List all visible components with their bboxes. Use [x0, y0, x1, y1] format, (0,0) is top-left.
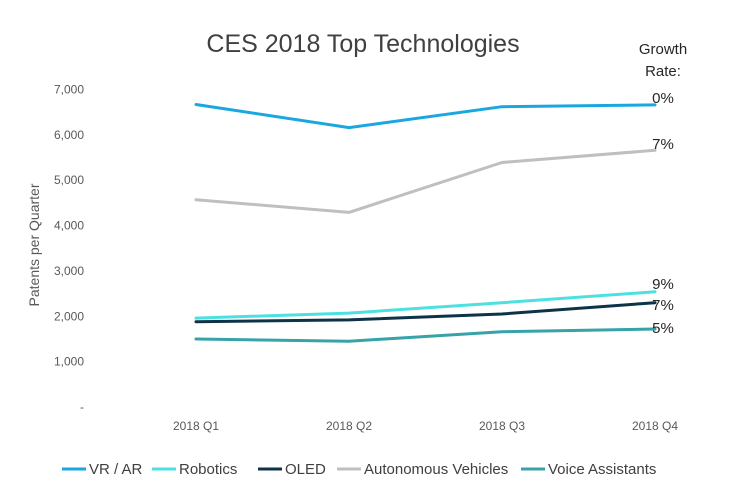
- series-lines: [194, 103, 657, 343]
- y-axis: - 1,000 2,000 3,000 4,000 5,000 6,000 7,000: [54, 83, 84, 415]
- x-tick-label: 2018 Q2: [326, 419, 372, 433]
- y-tick-label: -: [80, 400, 84, 414]
- y-tick-label: 7,000: [54, 83, 84, 97]
- x-tick-label: 2018 Q4: [632, 419, 678, 433]
- y-tick-label: 2,000: [54, 309, 84, 323]
- y-tick-label: 5,000: [54, 173, 84, 187]
- legend-item-autonomous-vehicles: Autonomous Vehicles: [337, 461, 508, 478]
- y-tick-label: 4,000: [54, 219, 84, 233]
- growth-header-line-2: Rate:: [645, 63, 681, 80]
- growth-label-vr-ar: 0%: [652, 90, 674, 107]
- y-tick-label: 6,000: [54, 128, 84, 142]
- y-tick-label: 3,000: [54, 264, 84, 278]
- legend-item-robotics: Robotics: [152, 461, 237, 478]
- growth-header-line-1: Growth: [639, 41, 687, 58]
- legend-label: OLED: [285, 461, 326, 478]
- growth-label-autonomous-vehicles: 7%: [652, 136, 674, 153]
- legend-label: Robotics: [179, 461, 237, 478]
- series-line-vr-ar: [194, 103, 657, 130]
- series-line-autonomous-vehicles: [194, 148, 657, 214]
- x-axis: 2018 Q1 2018 Q2 2018 Q3 2018 Q4: [173, 419, 678, 433]
- x-tick-label: 2018 Q1: [173, 419, 219, 433]
- legend-label: VR / AR: [89, 461, 143, 478]
- x-tick-label: 2018 Q3: [479, 419, 525, 433]
- growth-label-robotics: 9%: [652, 276, 674, 293]
- legend-label: Autonomous Vehicles: [364, 461, 508, 478]
- legend-label: Voice Assistants: [548, 461, 656, 478]
- legend-item-vr-ar: VR / AR: [62, 461, 143, 478]
- y-tick-label: 1,000: [54, 355, 84, 369]
- series-line-oled: [194, 301, 657, 324]
- growth-rate-labels: Growth Rate: 0% 9% 7% 7% 5%: [639, 41, 687, 337]
- chart-title: CES 2018 Top Technologies: [206, 30, 519, 58]
- y-axis-label: Patents per Quarter: [26, 183, 42, 306]
- series-line-voice-assistants: [194, 327, 657, 343]
- series-line-robotics: [194, 290, 657, 320]
- growth-label-oled: 7%: [652, 297, 674, 314]
- legend-item-voice-assistants: Voice Assistants: [521, 461, 656, 478]
- legend: VR / AR Robotics OLED Autonomous Vehicles Vo…: [62, 461, 656, 478]
- growth-label-voice-assistants: 5%: [652, 320, 674, 337]
- legend-item-oled: OLED: [258, 461, 326, 478]
